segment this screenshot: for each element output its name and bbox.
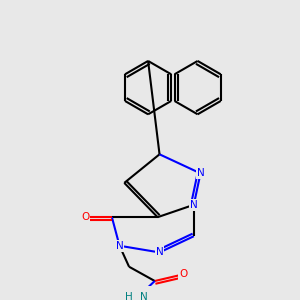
Text: N: N <box>140 292 148 300</box>
Text: N: N <box>196 168 204 178</box>
Text: N: N <box>156 248 164 257</box>
Text: N: N <box>190 200 198 210</box>
Text: O: O <box>179 269 188 279</box>
Text: N: N <box>116 241 123 251</box>
Text: H: H <box>125 292 133 300</box>
Text: O: O <box>81 212 89 222</box>
